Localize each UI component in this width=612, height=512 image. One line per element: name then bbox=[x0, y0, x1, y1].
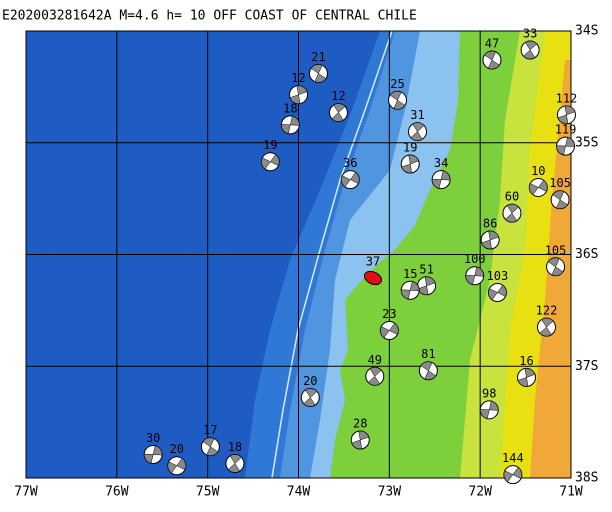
mechanism-quadrant bbox=[539, 317, 554, 337]
mechanism-quadrant bbox=[303, 388, 318, 407]
depth-label: 105 bbox=[545, 243, 567, 257]
y-tick-label: 34S bbox=[575, 24, 598, 39]
depth-label: 98 bbox=[482, 386, 496, 400]
depth-label: 28 bbox=[353, 417, 367, 431]
mechanism-quadrant bbox=[488, 284, 507, 301]
y-tick-label: 37S bbox=[575, 359, 598, 374]
mechanism-quadrant bbox=[481, 230, 499, 250]
events: 21 12 12 18 19 25 31 19 34 36 47 33 112 119 10 105 60 86 1… bbox=[143, 26, 578, 485]
depth-label: 103 bbox=[487, 269, 509, 283]
depth-label: 144 bbox=[502, 451, 524, 465]
depth-label: 122 bbox=[536, 304, 558, 318]
depth-label: 20 bbox=[303, 374, 317, 388]
mechanism-quadrant bbox=[503, 467, 523, 483]
depth-label: 112 bbox=[556, 91, 578, 105]
depth-label: 81 bbox=[421, 347, 435, 361]
mechanism-quadrant bbox=[517, 368, 536, 387]
depth-label: 19 bbox=[403, 140, 417, 154]
x-tick-label: 73W bbox=[378, 485, 402, 500]
mechanism-quadrant bbox=[547, 257, 564, 277]
depth-label: 36 bbox=[343, 156, 357, 170]
mechanism-quadrant bbox=[367, 367, 382, 386]
mechanism-quadrant bbox=[143, 445, 163, 464]
depth-label: 12 bbox=[331, 89, 345, 103]
mechanism-quadrant bbox=[167, 458, 187, 474]
x-tick-label: 76W bbox=[105, 485, 129, 500]
mechanism-quadrant bbox=[523, 40, 538, 60]
depth-label: 18 bbox=[228, 440, 242, 454]
y-tick-label: 38S bbox=[575, 471, 598, 486]
x-tick-label: 72W bbox=[468, 485, 492, 500]
mechanism-quadrant bbox=[351, 430, 370, 450]
depth-label: 105 bbox=[549, 176, 571, 190]
depth-label: 30 bbox=[146, 431, 160, 445]
x-tick-label: 74W bbox=[287, 485, 311, 500]
depth-label: 15 bbox=[403, 267, 417, 281]
depth-label: 34 bbox=[434, 156, 448, 170]
depth-label: 10 bbox=[531, 164, 545, 178]
depth-label: 19 bbox=[263, 138, 277, 152]
depth-label: 51 bbox=[419, 262, 433, 276]
mechanism-quadrant bbox=[480, 400, 499, 419]
mechanism-quadrant bbox=[261, 154, 280, 170]
y-tick-label: 35S bbox=[575, 135, 598, 150]
depth-label: 33 bbox=[523, 26, 537, 40]
mechanism-quadrant bbox=[310, 64, 327, 83]
depth-label: 25 bbox=[390, 77, 404, 91]
mechanism-quadrant bbox=[557, 105, 576, 125]
mechanism-quadrant bbox=[410, 122, 425, 141]
mechanism-quadrant bbox=[465, 266, 484, 285]
mechanism-quadrant bbox=[281, 115, 300, 134]
mechanism-quadrant bbox=[504, 203, 519, 223]
mechanism-quadrant bbox=[289, 85, 308, 104]
depth-label: 49 bbox=[368, 353, 382, 367]
mechanism-quadrant bbox=[400, 281, 420, 300]
mechanism-quadrant bbox=[556, 137, 575, 156]
x-tick-label: 75W bbox=[196, 485, 220, 500]
depth-label: 31 bbox=[410, 108, 424, 122]
y-tick-label: 36S bbox=[575, 247, 598, 262]
depth-label: 86 bbox=[483, 216, 497, 230]
depth-label: 17 bbox=[203, 423, 217, 437]
mechanism-quadrant bbox=[389, 91, 406, 110]
mechanism-quadrant bbox=[484, 50, 500, 70]
depth-label: 37 bbox=[366, 254, 380, 268]
depth-label: 23 bbox=[382, 307, 396, 321]
mechanism-quadrant bbox=[431, 170, 451, 189]
depth-label: 119 bbox=[555, 123, 577, 137]
depth-label: 18 bbox=[283, 101, 297, 115]
depth-label: 16 bbox=[519, 354, 533, 368]
mechanism-quadrant bbox=[380, 322, 399, 339]
depth-label: 60 bbox=[505, 190, 519, 204]
frame bbox=[25, 30, 572, 479]
mechanism-quadrant bbox=[401, 154, 420, 174]
depth-label: 12 bbox=[291, 71, 305, 85]
mechanism-quadrant bbox=[341, 172, 360, 188]
depth-label: 20 bbox=[170, 442, 184, 456]
depth-label: 100 bbox=[464, 252, 486, 266]
x-tick-label: 71W bbox=[559, 485, 583, 500]
depth-label: 47 bbox=[485, 37, 499, 51]
depth-label: 21 bbox=[311, 50, 325, 64]
map-title: E202003281642A M=4.6 h= 10 OFF COAST OF … bbox=[2, 9, 417, 24]
mechanism-quadrant bbox=[202, 437, 219, 456]
mechanism-quadrant bbox=[331, 103, 346, 122]
mechanism-quadrant bbox=[227, 454, 242, 473]
event-mechanism bbox=[363, 270, 383, 286]
mechanism-quadrant bbox=[552, 190, 568, 209]
mechanism-quadrant bbox=[529, 179, 548, 196]
mechanism-quadrant bbox=[420, 361, 437, 380]
x-tick-label: 77W bbox=[14, 485, 38, 500]
